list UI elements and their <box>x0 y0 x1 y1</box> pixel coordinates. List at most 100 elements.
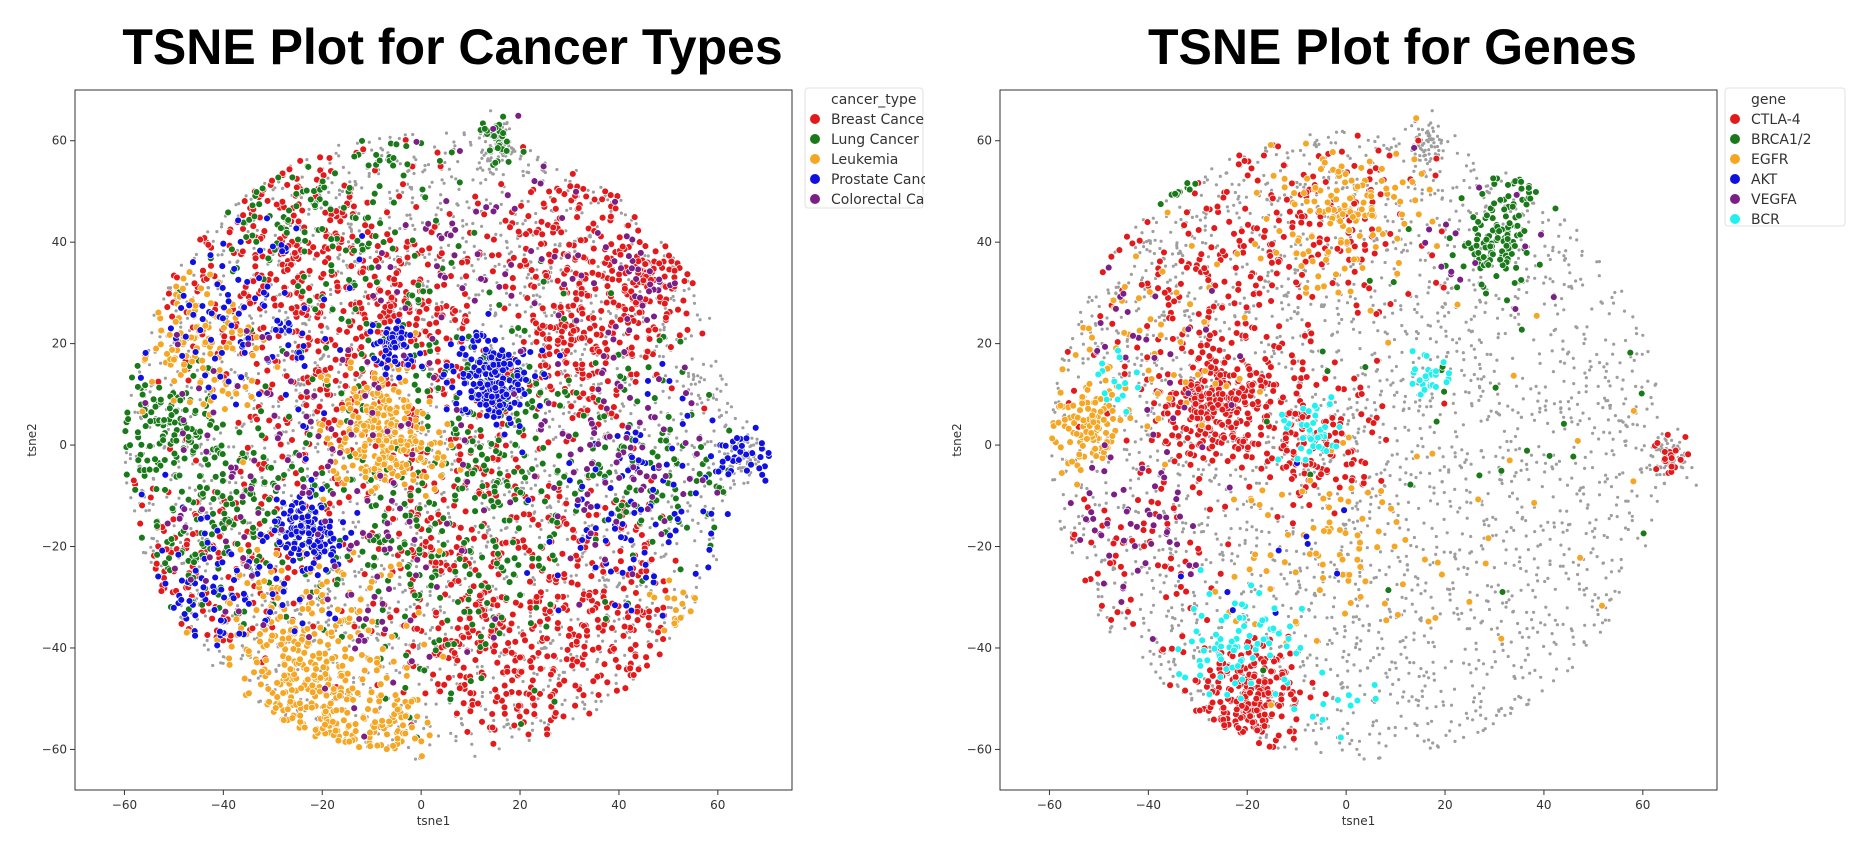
breast-cancer-point <box>277 301 285 309</box>
lung-cancer-point <box>249 449 258 457</box>
background-point <box>411 223 415 227</box>
lung-cancer-point <box>412 341 421 350</box>
breast-cancer-point <box>433 345 442 354</box>
background-point <box>197 565 201 569</box>
breast-cancer-point <box>445 674 453 682</box>
background-point <box>403 133 407 137</box>
background-point <box>526 163 531 167</box>
breast-cancer-point <box>384 504 393 513</box>
breast-cancer-point <box>462 272 470 280</box>
background-point <box>707 537 712 542</box>
background-point <box>536 697 540 701</box>
background-point <box>558 244 562 248</box>
background-point <box>606 693 610 697</box>
background-point <box>596 265 600 269</box>
background-point <box>686 501 690 505</box>
breast-cancer-point <box>521 256 529 265</box>
background-point <box>404 608 408 612</box>
breast-cancer-point <box>471 192 479 201</box>
background-point <box>357 229 361 233</box>
breast-cancer-point <box>631 641 640 649</box>
background-point <box>446 505 450 509</box>
lung-cancer-point <box>157 395 165 404</box>
breast-cancer-point <box>451 307 459 315</box>
background-point <box>528 614 533 618</box>
background-point <box>520 199 524 203</box>
breast-cancer-point <box>530 710 539 718</box>
background-point <box>518 334 522 339</box>
background-point <box>444 131 449 135</box>
breast-cancer-point <box>509 283 517 292</box>
background-point <box>394 668 398 673</box>
background-point <box>589 301 593 305</box>
background-point <box>407 168 411 172</box>
background-point <box>465 222 469 226</box>
background-point <box>719 389 723 393</box>
background-point <box>565 537 570 542</box>
background-point <box>659 410 663 414</box>
breast-cancer-point <box>587 572 596 580</box>
breast-cancer-point <box>386 302 395 311</box>
background-point <box>195 368 199 372</box>
lung-cancer-point <box>161 486 169 494</box>
background-point <box>569 618 573 622</box>
background-point <box>601 576 605 580</box>
breast-cancer-point <box>661 299 669 308</box>
background-point <box>409 217 413 221</box>
breast-cancer-point <box>582 192 590 201</box>
lung-cancer-point <box>503 556 512 565</box>
background-point <box>492 516 496 520</box>
background-point <box>564 229 568 233</box>
background-point <box>546 684 551 688</box>
breast-cancer-point <box>670 266 679 275</box>
background-point <box>220 222 224 226</box>
background-point <box>151 502 155 506</box>
breast-cancer-point <box>313 250 321 259</box>
background-point <box>671 294 675 299</box>
background-point <box>539 527 543 532</box>
breast-cancer-point <box>480 532 489 541</box>
background-point <box>346 240 351 244</box>
background-point <box>552 310 557 315</box>
breast-cancer-point <box>190 279 199 288</box>
background-point <box>398 671 402 675</box>
background-point <box>520 481 524 485</box>
lung-cancer-point <box>152 466 160 474</box>
background-point <box>133 410 137 414</box>
lung-cancer-point <box>206 421 214 429</box>
background-point <box>493 264 497 268</box>
lung-cancer-point <box>180 454 189 463</box>
background-point <box>589 436 594 440</box>
background-point <box>509 250 513 254</box>
background-point <box>471 221 475 226</box>
background-point <box>714 359 718 363</box>
background-point <box>530 504 535 508</box>
background-point <box>535 464 539 468</box>
background-point <box>661 355 665 359</box>
breast-cancer-point <box>252 360 261 368</box>
lung-cancer-point <box>138 390 147 399</box>
background-point <box>473 754 477 758</box>
background-point <box>608 311 613 316</box>
breast-cancer-point <box>500 681 509 690</box>
breast-cancer-point <box>366 281 374 290</box>
background-point <box>489 534 493 538</box>
background-point <box>697 380 702 384</box>
breast-cancer-point <box>348 232 357 241</box>
background-point <box>449 731 453 736</box>
background-point <box>152 313 156 317</box>
breast-cancer-point <box>465 614 474 622</box>
background-point <box>493 311 498 315</box>
background-point <box>609 463 614 467</box>
breast-cancer-point <box>350 352 359 360</box>
background-point <box>210 478 214 483</box>
background-point <box>450 175 454 179</box>
background-point <box>147 501 151 505</box>
background-point <box>559 268 563 272</box>
background-point <box>147 363 152 367</box>
breast-cancer-point <box>302 401 311 409</box>
background-point <box>206 648 210 652</box>
breast-cancer-point <box>614 663 623 671</box>
background-point <box>436 734 441 738</box>
breast-cancer-point <box>436 687 444 696</box>
